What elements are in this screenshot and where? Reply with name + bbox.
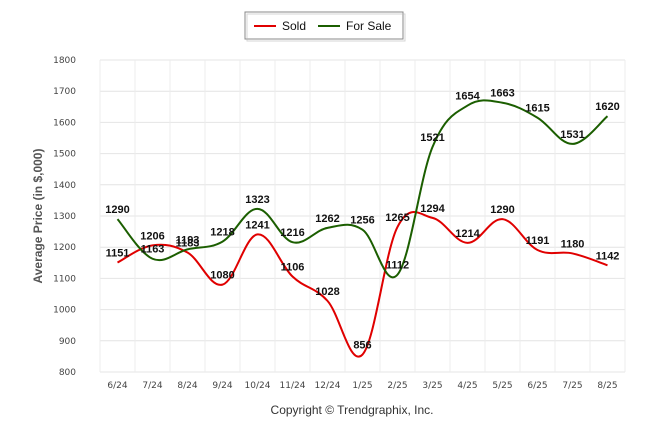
x-tick-label: 12/24 <box>315 381 341 391</box>
data-label-for-sale: 1163 <box>141 244 165 256</box>
data-label-for-sale: 1663 <box>490 88 514 100</box>
series-line-sold <box>117 211 608 358</box>
copyright-text: Copyright © Trendgraphix, Inc. <box>271 403 434 417</box>
data-label-sold: 1183 <box>176 238 200 250</box>
x-tick-label: 7/24 <box>142 381 162 391</box>
data-label-sold: 1142 <box>596 250 620 262</box>
data-label-sold: 1028 <box>315 286 339 298</box>
legend-label-sold: Sold <box>282 19 306 33</box>
data-label-sold: 1241 <box>245 219 269 231</box>
legend: Sold For Sale <box>244 11 406 42</box>
x-tick-label: 10/24 <box>245 381 271 391</box>
data-label-for-sale: 1521 <box>420 132 444 144</box>
y-tick-label: 1400 <box>53 181 76 191</box>
data-label-for-sale: 1193 <box>176 234 200 246</box>
data-label-for-sale: 1620 <box>595 101 619 113</box>
data-label-for-sale: 1216 <box>280 227 304 239</box>
x-tick-label: 1/25 <box>352 381 372 391</box>
series-line-for-sale <box>116 99 609 279</box>
data-label-for-sale: 1290 <box>105 204 129 216</box>
data-label-sold: 1191 <box>526 235 550 247</box>
y-tick-label: 1200 <box>53 243 76 253</box>
y-tick-label: 800 <box>59 368 76 378</box>
data-label-for-sale: 1256 <box>350 215 374 227</box>
series-lines <box>116 99 609 358</box>
data-label-for-sale: 1262 <box>315 213 339 225</box>
data-label-sold: 1294 <box>420 203 445 215</box>
data-label-for-sale: 1615 <box>525 103 549 115</box>
data-labels: 1151 1206 1183 1080 1241 1106 1028 856 1265 1294 1… <box>105 88 619 352</box>
data-label-for-sale: 1218 <box>210 227 234 239</box>
data-label-sold: 1080 <box>210 270 234 282</box>
data-label-sold: 856 <box>353 340 371 352</box>
y-tick-label: 1300 <box>53 212 76 222</box>
data-label-sold: 1151 <box>106 247 130 259</box>
x-tick-label: 5/25 <box>492 381 512 391</box>
x-tick-label: 4/25 <box>457 381 477 391</box>
x-tick-label: 6/24 <box>107 381 127 391</box>
legend-label-for-sale: For Sale <box>346 19 392 33</box>
x-tick-label: 2/25 <box>387 381 407 391</box>
x-tick-label: 8/25 <box>597 381 617 391</box>
data-label-sold: 1206 <box>140 230 164 242</box>
data-label-sold: 1180 <box>561 238 585 250</box>
y-tick-label: 1100 <box>53 274 76 284</box>
y-axis-title: Average Price (in $,000) <box>31 149 45 284</box>
x-tick-label: 9/24 <box>212 381 232 391</box>
y-tick-label: 1700 <box>53 87 76 97</box>
axes: 800 900 1000 1100 1200 1300 1400 1500 1600 1700 18… <box>53 56 618 391</box>
legend-shadow <box>246 13 406 42</box>
x-tick-label: 8/24 <box>177 381 197 391</box>
x-tick-label: 6/25 <box>527 381 547 391</box>
data-label-sold: 1290 <box>490 204 514 216</box>
data-label-for-sale: 1112 <box>386 260 409 272</box>
y-tick-label: 900 <box>59 337 76 347</box>
x-tick-label: 3/25 <box>422 381 442 391</box>
data-label-sold: 1106 <box>281 262 305 274</box>
grid <box>99 59 626 373</box>
data-label-sold: 1214 <box>455 228 480 240</box>
x-tick-label: 11/24 <box>280 381 306 391</box>
data-label-sold: 1265 <box>385 212 409 224</box>
y-tick-label: 1600 <box>53 118 76 128</box>
x-tick-label: 7/25 <box>562 381 582 391</box>
y-tick-label: 1800 <box>53 56 76 66</box>
data-label-for-sale: 1323 <box>245 194 269 206</box>
data-label-for-sale: 1654 <box>455 91 480 103</box>
y-tick-label: 1000 <box>53 306 76 316</box>
data-label-for-sale: 1531 <box>560 129 584 141</box>
y-tick-label: 1500 <box>53 150 76 160</box>
